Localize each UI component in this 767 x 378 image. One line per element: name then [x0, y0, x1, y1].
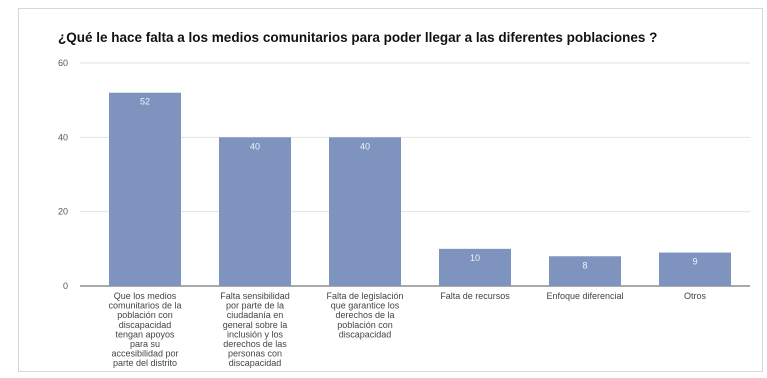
x-tick-label: Que los medios: [114, 291, 177, 301]
data-label: 40: [250, 141, 260, 151]
data-label: 52: [140, 97, 150, 107]
x-tick-label: discapacidad: [339, 329, 392, 339]
bar: [329, 137, 401, 286]
bar: [219, 137, 291, 286]
x-tick-label: tengan apoyos: [115, 329, 175, 339]
x-tick-label: para su: [130, 339, 160, 349]
data-label: 9: [692, 257, 697, 267]
x-tick-label: Falta de recursos: [440, 291, 510, 301]
x-tick-label: discapacidad: [119, 320, 172, 330]
bar: [549, 256, 621, 286]
x-tick-label: comunitarios de la: [108, 301, 181, 311]
x-tick-label: parte del distrito: [113, 358, 177, 368]
data-label: 8: [582, 260, 587, 270]
x-tick-label: derechos de la: [335, 310, 394, 320]
chart-title: ¿Qué le hace falta a los medios comunita…: [58, 30, 658, 45]
x-tick-label: Otros: [684, 291, 707, 301]
bar: [109, 92, 181, 286]
x-tick-label: derechos de las: [223, 339, 287, 349]
x-tick-label: Falta de legislación: [326, 291, 403, 301]
bar: [659, 252, 731, 286]
x-tick-label: general sobre la: [223, 320, 288, 330]
y-tick-label: 20: [58, 207, 68, 217]
x-tick-label: Falta sensibilidad: [220, 291, 290, 301]
y-tick-label: 60: [58, 58, 68, 68]
y-tick-label: 40: [58, 132, 68, 142]
y-tick-label: 0: [63, 281, 68, 291]
x-tick-label: discapacidad: [229, 358, 282, 368]
x-tick-label: que garantice los: [331, 301, 400, 311]
x-tick-label: población con: [117, 310, 173, 320]
x-tick-label: por parte de la: [226, 301, 284, 311]
x-tick-label: población con: [337, 320, 393, 330]
bar: [439, 248, 511, 286]
data-label: 10: [470, 253, 480, 263]
x-tick-label: ciudadanía en: [227, 310, 284, 320]
data-label: 40: [360, 141, 370, 151]
x-tick-label: inclusión y los: [227, 329, 284, 339]
x-tick-label: accesibilidad por: [111, 349, 178, 359]
x-tick-label: personas con: [228, 349, 282, 359]
x-tick-label: Enfoque diferencial: [546, 291, 623, 301]
